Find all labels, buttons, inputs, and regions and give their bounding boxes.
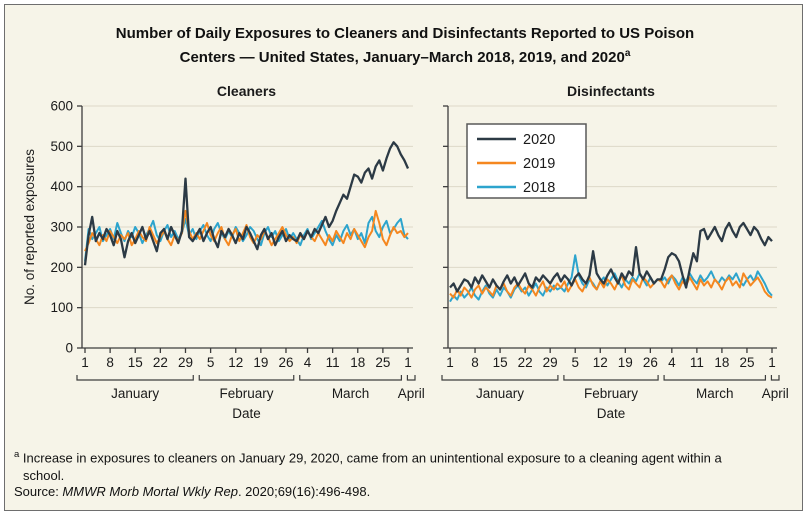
legend-label-2020: 2020 (523, 132, 555, 148)
x-tick-label: 4 (304, 355, 312, 370)
x-tick-label: 29 (178, 355, 193, 370)
y-tick-label: 200 (50, 260, 73, 275)
month-label: January (476, 386, 524, 401)
line-2020 (83, 141, 410, 266)
x-tick-label: 1 (446, 355, 454, 370)
x-tick-label: 1 (768, 355, 776, 370)
footnote-marker: a (14, 449, 20, 460)
legend-box (466, 123, 587, 199)
x-tick-label: 26 (278, 355, 293, 370)
y-tick-label: 400 (50, 179, 73, 194)
month-label: February (219, 386, 273, 401)
x-tick-label: 11 (326, 355, 340, 370)
y-tick-label: 500 (50, 139, 73, 154)
x-tick-label: 15 (128, 355, 143, 370)
x-tick-label: 15 (493, 355, 508, 370)
y-tick-label: 0 (65, 341, 73, 356)
month-bracket (770, 375, 780, 381)
figure-title-line2: Centers — United States, January–March 2… (179, 48, 631, 66)
panel-title: Cleaners (217, 83, 276, 99)
x-tick-label: 22 (153, 355, 168, 370)
source-line: Source: MMWR Morb Mortal Wkly Rep. 2020;… (14, 484, 774, 499)
month-bracket (299, 375, 403, 381)
x-tick-label: 5 (571, 355, 579, 370)
source-prefix: Source: (14, 484, 63, 499)
legend-label-2019: 2019 (523, 156, 555, 172)
x-tick-label: 12 (593, 355, 608, 370)
x-tick-label: 1 (404, 355, 412, 370)
x-axis-title: Date (597, 406, 626, 421)
month-label: March (696, 386, 734, 401)
title-footnote-marker: a (624, 48, 631, 59)
x-tick-label: 29 (543, 355, 558, 370)
x-tick-label: 25 (739, 355, 754, 370)
month-bracket (406, 375, 416, 381)
month-bracket (76, 375, 194, 381)
month-bracket (198, 375, 295, 381)
x-tick-label: 19 (253, 355, 268, 370)
x-axis-title: Date (232, 406, 261, 421)
figure-title-line1: Number of Daily Exposures to Cleaners an… (115, 25, 695, 42)
legend: 2020 2019 2018 (466, 123, 587, 199)
figure-frame (4, 4, 803, 511)
legend-label-2018: 2018 (523, 180, 555, 196)
footnote: a Increase in exposures to cleaners on J… (14, 446, 735, 485)
x-tick-label: 25 (375, 355, 390, 370)
x-tick-label: 22 (518, 355, 533, 370)
x-tick-label: 5 (207, 355, 215, 370)
y-tick-label: 600 (50, 99, 73, 114)
month-label: March (332, 386, 370, 401)
month-label: April (762, 386, 789, 401)
line-2019 (84, 209, 409, 252)
month-bracket (663, 375, 767, 381)
month-label: January (111, 386, 159, 401)
x-tick-label: 26 (643, 355, 658, 370)
x-tick-label: 1 (81, 355, 89, 370)
source-suffix: . 2020;69(16):496-498. (237, 484, 371, 499)
month-bracket (563, 375, 659, 381)
x-tick-label: 11 (690, 355, 704, 370)
x-tick-label: 19 (618, 355, 633, 370)
figure-title: Number of Daily Exposures to Cleaners an… (0, 24, 810, 68)
x-tick-label: 4 (668, 355, 676, 370)
x-tick-label: 8 (471, 355, 479, 370)
x-tick-label: 18 (350, 355, 365, 370)
month-label: February (584, 386, 638, 401)
line-2018 (449, 254, 773, 303)
source-journal: MMWR Morb Mortal Wkly Rep (62, 484, 238, 499)
x-tick-label: 18 (714, 355, 729, 370)
panel-title: Disinfectants (567, 83, 655, 99)
x-tick-label: 8 (106, 355, 114, 370)
month-bracket (441, 375, 559, 381)
x-tick-label: 12 (228, 355, 243, 370)
y-tick-label: 100 (50, 300, 73, 315)
y-tick-label: 300 (50, 220, 73, 235)
line-2020 (449, 221, 773, 293)
month-label: April (398, 386, 425, 401)
y-axis-title: No. of reported exposures (22, 149, 37, 305)
footnote-text: Increase in exposures to cleaners on Jan… (22, 450, 722, 484)
